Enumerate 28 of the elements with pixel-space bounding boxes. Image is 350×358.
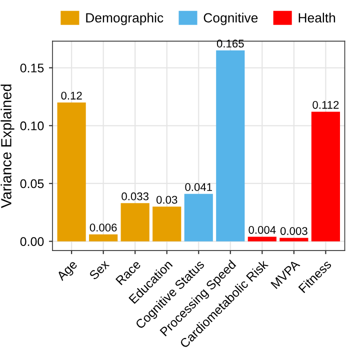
- x-tick-label: Age: [56, 260, 80, 283]
- data-label: 0.165: [216, 40, 244, 48]
- data-label: 0.006: [90, 224, 117, 232]
- bar: [57, 102, 86, 242]
- x-tick-label: Sex: [88, 259, 110, 280]
- legend-label: Cognitive: [204, 12, 258, 26]
- y-tick-label: 0.10: [20, 121, 44, 130]
- data-label: 0.112: [312, 100, 339, 109]
- bar: [120, 203, 150, 242]
- data-label: 0.03: [156, 196, 178, 204]
- legend-label: Demographic: [86, 12, 164, 26]
- data-label: 0.003: [280, 227, 308, 235]
- data-label: 0.041: [185, 183, 212, 192]
- bar: [89, 234, 118, 242]
- data-label: 0.033: [122, 192, 149, 200]
- bar: [152, 206, 182, 242]
- legend-label: Health: [298, 12, 336, 22]
- data-label: 0.004: [248, 226, 276, 234]
- bar: [216, 50, 245, 242]
- data-label: 0.12: [61, 92, 82, 100]
- y-tick-label: 0.00: [20, 237, 44, 246]
- y-tick-label: 0.15: [20, 64, 44, 72]
- bar: [280, 238, 308, 242]
- bar: [311, 112, 340, 242]
- y-axis-title: Variance Explained: [0, 84, 14, 208]
- bar: [248, 236, 276, 242]
- bar: [184, 194, 213, 242]
- y-tick-label: 0.05: [20, 179, 44, 188]
